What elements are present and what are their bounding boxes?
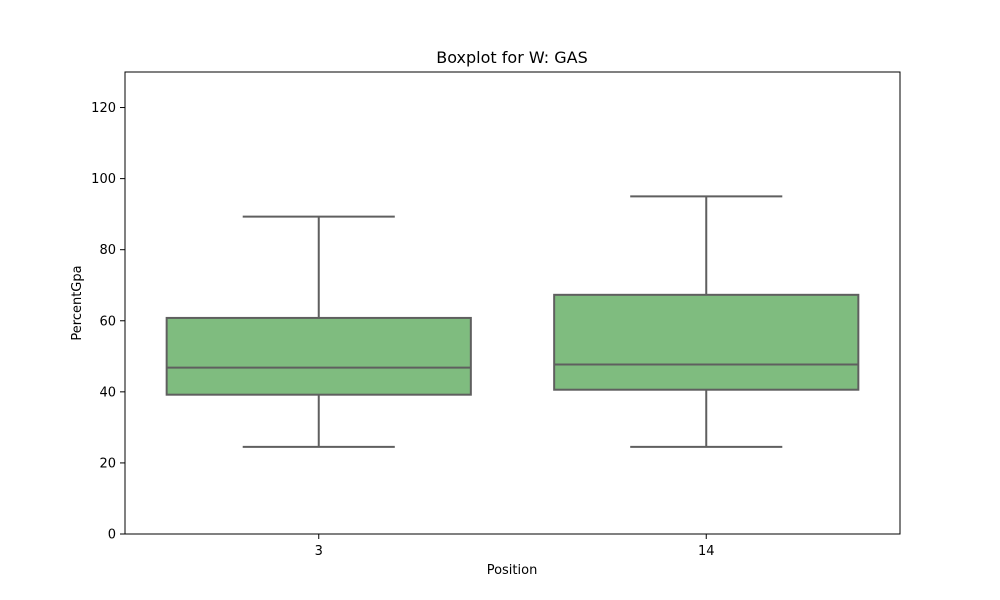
x-axis-label: Position	[487, 563, 538, 578]
y-tick-label: 120	[91, 101, 116, 116]
y-tick-label: 60	[99, 314, 116, 329]
x-tick-label: 14	[698, 544, 715, 559]
y-tick-label: 0	[108, 528, 116, 543]
x-axis: 3 14	[315, 534, 715, 559]
chart-title: Boxplot for W: GAS	[436, 48, 587, 67]
y-axis-label: PercentGpa	[70, 265, 85, 340]
x-tick-label: 3	[315, 544, 323, 559]
y-tick-label: 100	[91, 172, 116, 187]
y-tick-label: 40	[99, 385, 116, 400]
plot-frame	[124, 71, 901, 535]
plot-area	[165, 195, 860, 448]
y-tick-label: 80	[99, 243, 116, 258]
y-axis: 0 20 40 60 80 100 120	[91, 101, 125, 543]
box-14	[553, 195, 860, 448]
iqr-box	[165, 316, 472, 396]
iqr-box	[553, 293, 860, 391]
y-tick-label: 20	[99, 456, 116, 471]
box-3	[165, 215, 472, 448]
